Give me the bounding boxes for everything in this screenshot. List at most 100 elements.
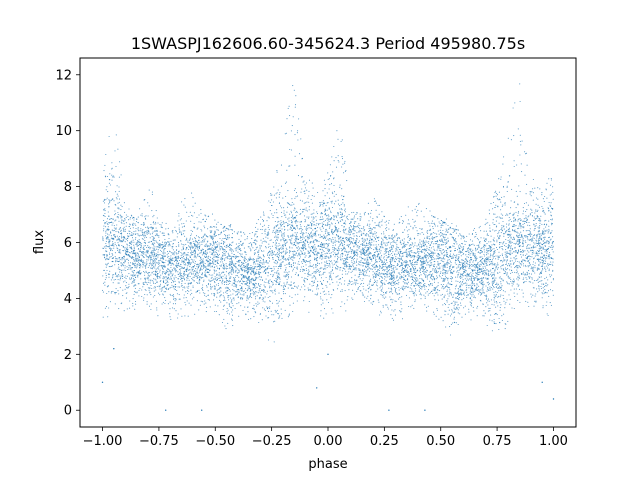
scatter-point [535,242,537,244]
scatter-point [487,264,489,266]
scatter-point [352,226,355,228]
scatter-point [288,271,290,273]
scatter-point [380,279,382,282]
scatter-point [102,316,104,318]
scatter-point [325,293,327,295]
scatter-point [459,284,461,286]
scatter-point [244,256,246,258]
scatter-point [550,246,552,248]
scatter-point [407,235,410,237]
scatter-point [283,207,285,209]
scatter-point [302,283,305,286]
scatter-point [166,288,168,291]
scatter-point [502,290,504,292]
scatter-point [414,281,416,283]
scatter-point [427,289,430,291]
scatter-point [129,256,131,258]
scatter-point [407,234,409,236]
scatter-point [167,264,169,266]
scatter-point [106,292,108,295]
scatter-point [518,185,520,187]
scatter-point [299,221,301,223]
scatter-point [533,229,535,231]
scatter-point [388,272,390,274]
scatter-point [258,302,260,304]
scatter-point [422,239,424,241]
scatter-point [163,232,165,234]
scatter-point [328,218,330,221]
scatter-point [495,301,497,303]
scatter-point [187,283,189,285]
scatter-point [544,278,546,280]
scatter-point [182,276,184,278]
scatter-point [290,212,293,214]
scatter-point [162,286,164,288]
scatter-point [485,230,487,232]
scatter-point [390,298,392,300]
scatter-point [322,299,324,301]
scatter-point [190,304,192,306]
scatter-point [312,235,314,237]
scatter-point [115,204,117,206]
scatter-point [159,253,161,255]
scatter-point [529,244,531,246]
scatter-point [528,270,530,272]
scatter-point [488,289,490,291]
scatter-point [231,244,233,246]
scatter-point [323,234,325,236]
scatter-point [392,281,395,283]
scatter-point [119,235,121,238]
scatter-point [234,248,236,250]
scatter-point [213,242,215,244]
scatter-point [550,218,552,221]
scatter-point [446,264,448,266]
scatter-point [317,288,319,290]
scatter-point [137,258,139,260]
scatter-point [495,291,497,293]
scatter-point [210,266,212,268]
scatter-point [442,272,444,274]
scatter-point [285,132,287,134]
scatter-point [422,243,424,245]
scatter-point [215,279,218,281]
scatter-point [485,248,487,250]
scatter-point [392,237,394,239]
scatter-point [334,229,337,231]
scatter-point [424,241,426,244]
scatter-point [209,243,211,245]
scatter-point [490,235,492,237]
scatter-point [444,272,447,274]
scatter-point [472,261,474,263]
scatter-point [521,289,523,291]
scatter-point [399,297,401,299]
scatter-point [542,266,544,268]
scatter-point [367,291,370,293]
scatter-point [522,250,525,253]
scatter-point [226,280,228,282]
scatter-point [209,285,212,287]
scatter-point [479,299,481,301]
scatter-point [403,238,405,240]
scatter-point [457,309,459,311]
scatter-point [102,200,104,202]
scatter-point [366,243,368,245]
scatter-point [209,251,211,253]
scatter-point [252,261,255,263]
scatter-point [252,289,254,291]
scatter-point [225,283,228,286]
scatter-point [361,233,363,235]
scatter-point [552,261,554,263]
scatter-point [310,241,312,243]
scatter-point [291,201,293,204]
scatter-point [214,310,216,313]
scatter-point [464,294,466,296]
scatter-point [489,255,492,257]
scatter-point [272,201,274,203]
scatter-point [460,304,462,306]
scatter-point [245,254,247,256]
scatter-point [236,260,238,262]
scatter-point [183,294,185,296]
scatter-point [240,282,242,284]
scatter-point [318,252,320,254]
scatter-point [147,226,149,228]
